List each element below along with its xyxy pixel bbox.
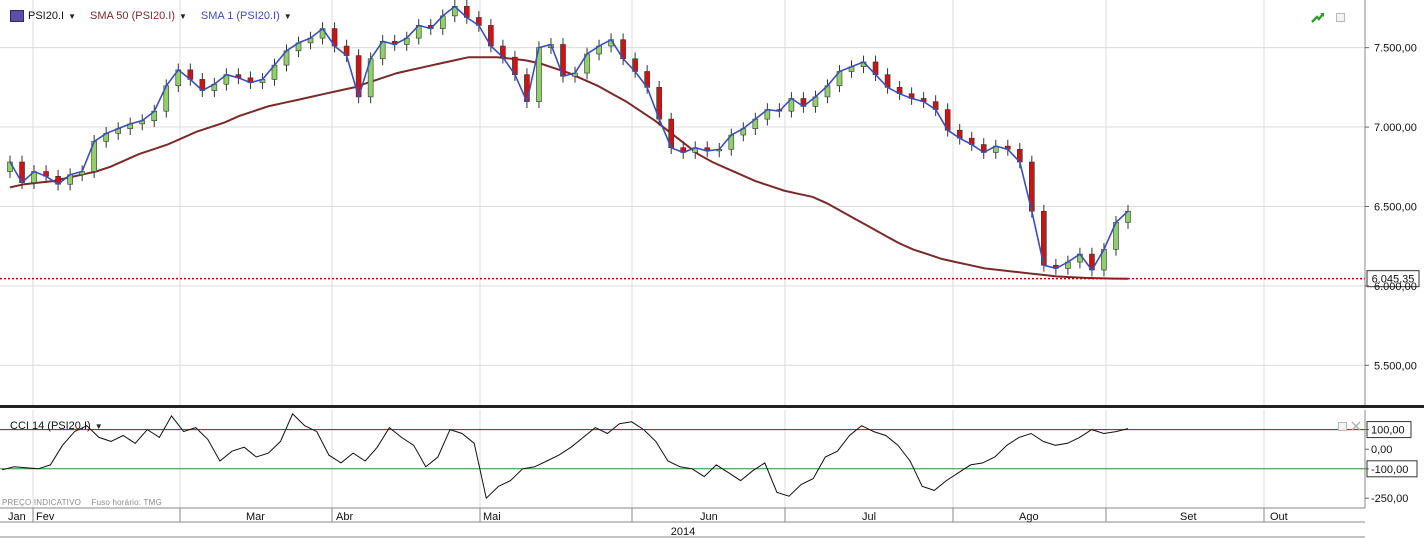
x-tick-label: Jun <box>700 511 718 523</box>
footnote: PREÇO INDICATIVO Fuso horário: TMG <box>2 498 170 507</box>
x-tick-label: Mar <box>246 511 265 523</box>
y-tick-label: 5.500,00 <box>1374 360 1417 372</box>
cci-y-tick-label: 100,00 <box>1371 425 1405 437</box>
sma1-line <box>9 5 1129 272</box>
x-tick-label: Jan <box>8 511 26 523</box>
cci-line <box>1 413 1129 500</box>
sma50-legend-item[interactable]: SMA 50 (PSI20.I) ▼ <box>90 10 187 22</box>
sma50-label: SMA 50 (PSI20.I) <box>90 10 175 22</box>
gridlines <box>0 0 1365 508</box>
chevron-down-icon: ▼ <box>68 11 76 21</box>
panel-divider <box>0 405 1424 408</box>
x-tick-label: Out <box>1270 511 1288 523</box>
symbol-icon <box>10 10 24 22</box>
chevron-down-icon: ▼ <box>94 421 103 431</box>
chevron-down-icon: ▼ <box>283 11 292 21</box>
y-tick-label: 6.000,00 <box>1374 281 1417 293</box>
cci-y-tick-label: -100,00 <box>1371 464 1408 476</box>
symbol-label: PSI20.I <box>28 10 65 22</box>
y-tick-label: 7.000,00 <box>1374 122 1417 134</box>
sma50-series <box>9 56 1129 280</box>
x-tick-label: Fev <box>36 511 55 523</box>
footnote-timezone: Fuso horário: TMG <box>91 498 162 507</box>
candlestick-series <box>7 0 1131 277</box>
sma50-line <box>9 56 1129 280</box>
cci-y-tick-label: -250,00 <box>1371 493 1408 505</box>
x-tick-label: Mai <box>483 511 501 523</box>
cci-panel <box>0 413 1365 500</box>
year-label: 2014 <box>671 526 695 538</box>
sma1-series <box>9 5 1129 272</box>
chart-legend: PSI20.I ▼ SMA 50 (PSI20.I) ▼ SMA 1 (PSI2… <box>10 10 292 22</box>
x-tick-label: Abr <box>336 511 353 523</box>
last-value-label: 6.045,35 <box>1372 274 1415 286</box>
window-restore-icon[interactable] <box>1336 13 1345 22</box>
x-tick-label: Set <box>1180 511 1197 523</box>
y-tick-label: 7.500,00 <box>1374 43 1417 55</box>
cci-legend-item[interactable]: CCI 14 (PSI20.I) ▼ <box>10 420 103 432</box>
last-value-box <box>1366 270 1420 288</box>
close-icon[interactable] <box>1351 421 1361 431</box>
window-restore-icon[interactable] <box>1338 422 1347 431</box>
trend-arrow-icon[interactable] <box>1310 10 1326 24</box>
cci-lower-box <box>1366 460 1418 478</box>
sma1-legend-item[interactable]: SMA 1 (PSI20.I) ▼ <box>201 10 292 22</box>
footnote-indicative: PREÇO INDICATIVO <box>2 498 82 507</box>
cci-label: CCI 14 (PSI20.I) <box>10 420 91 432</box>
x-tick-label: Ago <box>1019 511 1039 523</box>
symbol-selector[interactable]: PSI20.I ▼ <box>10 10 76 22</box>
cci-upper-box <box>1366 421 1412 439</box>
x-tick-label: Jul <box>862 511 876 523</box>
cci-y-tick-label: 0,00 <box>1371 444 1392 456</box>
sma1-label: SMA 1 (PSI20.I) <box>200 10 280 22</box>
y-tick-label: 6.500,00 <box>1374 201 1417 213</box>
chevron-down-icon: ▼ <box>178 11 187 21</box>
